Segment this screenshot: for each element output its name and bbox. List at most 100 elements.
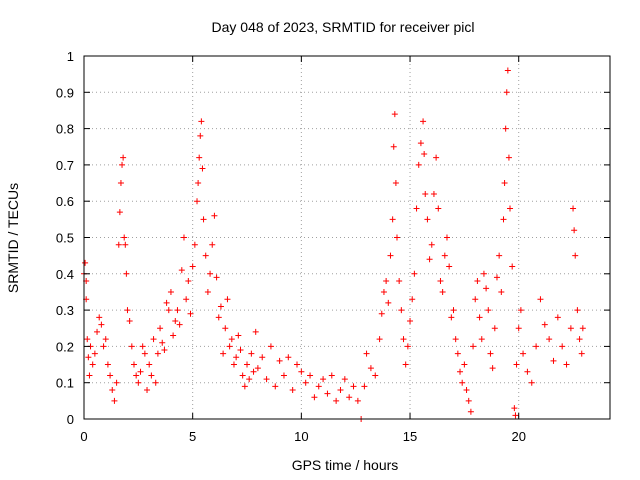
data-point <box>86 372 93 379</box>
data-point <box>489 365 496 372</box>
data-point <box>163 299 170 306</box>
data-point <box>202 252 209 259</box>
data-point <box>559 343 566 350</box>
data-point <box>224 296 231 303</box>
data-point <box>546 336 553 343</box>
data-point <box>294 361 301 368</box>
y-tick-label: 0.4 <box>56 267 74 282</box>
data-point <box>421 151 428 158</box>
data-point <box>446 263 453 270</box>
data-point <box>302 379 309 386</box>
data-point <box>537 296 544 303</box>
data-point <box>411 270 418 277</box>
y-tick-label: 1 <box>67 49 74 64</box>
data-point <box>524 368 531 375</box>
x-tick-label: 20 <box>511 429 525 444</box>
data-point <box>128 343 135 350</box>
data-point <box>333 397 340 404</box>
data-point <box>467 408 474 415</box>
data-point <box>185 278 192 285</box>
data-point <box>161 347 168 354</box>
data-point <box>289 386 296 393</box>
x-tick-label: 5 <box>189 429 196 444</box>
data-point <box>520 350 527 357</box>
data-point <box>141 350 148 357</box>
data-point <box>505 154 512 161</box>
data-point <box>307 372 314 379</box>
data-point <box>116 209 123 216</box>
data-point <box>180 234 187 241</box>
data-point <box>233 354 240 361</box>
data-point <box>337 386 344 393</box>
data-point <box>485 307 492 314</box>
data-point <box>133 372 140 379</box>
data-point <box>517 307 524 314</box>
data-point <box>407 317 414 324</box>
data-point <box>320 376 327 383</box>
data-point <box>350 383 357 390</box>
data-point <box>428 241 435 248</box>
data-point <box>220 350 227 357</box>
data-point <box>324 390 331 397</box>
data-point <box>420 118 427 125</box>
data-point <box>211 212 218 219</box>
data-point <box>113 379 120 386</box>
data-point <box>472 296 479 303</box>
data-point <box>204 288 211 295</box>
y-tick-label: 0.7 <box>56 158 74 173</box>
data-point <box>341 376 348 383</box>
data-point <box>450 307 457 314</box>
data-point <box>298 368 305 375</box>
data-point <box>367 365 374 372</box>
data-point <box>130 361 137 368</box>
data-point <box>430 190 437 197</box>
data-point <box>280 372 287 379</box>
data-point <box>150 336 157 343</box>
data-point <box>493 274 500 281</box>
grid <box>84 56 610 419</box>
data-point <box>228 336 235 343</box>
data-point <box>217 303 224 310</box>
data-point <box>144 386 151 393</box>
data-point <box>215 314 222 321</box>
data-point <box>154 350 161 357</box>
plot-frame <box>83 55 611 420</box>
axis-ticks: 00.10.20.30.40.50.60.70.80.910 5 10 15 20 <box>56 49 610 444</box>
data-point <box>533 343 540 350</box>
data-point <box>148 372 155 379</box>
data-point <box>570 205 577 212</box>
data-point <box>433 154 440 161</box>
data-point <box>441 252 448 259</box>
data-point <box>396 278 403 285</box>
data-point <box>515 325 522 332</box>
data-point <box>574 307 581 314</box>
y-tick-label: 0.9 <box>56 85 74 100</box>
data-point <box>226 343 233 350</box>
data-points <box>81 67 586 422</box>
data-point <box>502 125 509 132</box>
data-point <box>194 198 201 205</box>
y-tick-label: 0.6 <box>56 194 74 209</box>
data-point <box>254 365 261 372</box>
data-point <box>176 321 183 328</box>
data-point <box>478 336 485 343</box>
data-point <box>541 321 548 328</box>
data-point <box>576 336 583 343</box>
data-point <box>230 361 237 368</box>
data-point <box>409 296 416 303</box>
data-point <box>237 347 244 354</box>
data-point <box>563 361 570 368</box>
data-point <box>454 350 461 357</box>
data-point <box>417 140 424 147</box>
data-point <box>195 180 202 187</box>
data-point <box>354 397 361 404</box>
y-tick-label: 0.5 <box>56 231 74 246</box>
data-point <box>571 227 578 234</box>
data-point <box>126 317 133 324</box>
data-point <box>119 161 126 168</box>
data-point <box>346 394 353 401</box>
data-point <box>170 332 177 339</box>
data-point <box>385 299 392 306</box>
data-point <box>191 241 198 248</box>
data-point <box>196 154 203 161</box>
